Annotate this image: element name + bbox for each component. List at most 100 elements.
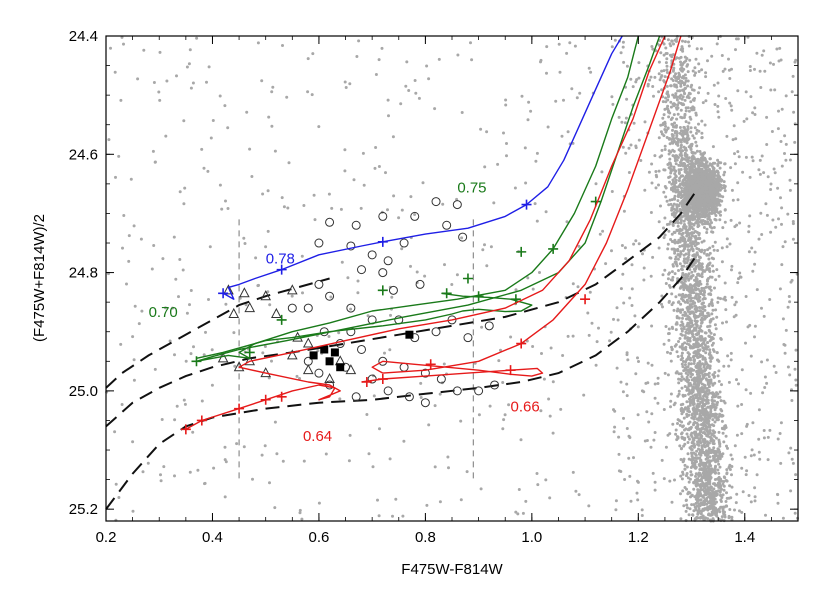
field-star-point [717, 450, 721, 454]
field-star-point [182, 119, 186, 123]
field-star-point [689, 144, 693, 148]
field-star-point [712, 493, 716, 497]
field-star-point [702, 451, 706, 455]
field-star-point [268, 303, 272, 307]
field-star-point [560, 134, 564, 138]
field-star-point [699, 436, 703, 440]
field-star-point [695, 144, 699, 148]
field-star-point [683, 132, 687, 136]
field-star-point [174, 277, 178, 281]
field-star-point [702, 164, 706, 168]
field-star-point [640, 514, 644, 517]
field-star-point [545, 45, 549, 49]
field-star-point [679, 492, 682, 496]
field-star-point [687, 331, 690, 335]
field-star-point [129, 177, 133, 181]
field-star-point [565, 51, 569, 55]
field-star-point [726, 354, 730, 358]
field-star-point [587, 66, 591, 70]
field-star-point [666, 277, 670, 281]
field-star-point [419, 396, 423, 399]
field-star-point [665, 68, 669, 72]
field-star-point [777, 217, 780, 221]
field-star-point [731, 138, 735, 142]
field-star-point [707, 216, 711, 220]
field-star-point [708, 477, 712, 481]
field-star-point [687, 384, 691, 388]
field-star-point [671, 134, 675, 138]
field-star-point [712, 446, 716, 450]
field-star-point [690, 201, 694, 205]
field-star-point [706, 444, 710, 448]
field-star-point [691, 440, 695, 443]
field-star-point [721, 226, 725, 230]
field-star-point [788, 158, 792, 162]
field-star-point [757, 450, 761, 454]
field-star-point [623, 478, 627, 481]
field-star-point [477, 413, 481, 417]
field-star-point [664, 100, 668, 104]
field-star-point [774, 371, 778, 374]
field-star-point [723, 189, 727, 193]
field-star-point [681, 183, 685, 186]
field-star-point [643, 188, 647, 192]
field-star-point [705, 366, 709, 369]
field-star-point [790, 457, 794, 461]
field-star-point [686, 70, 690, 74]
field-star-point [671, 224, 675, 227]
field-star-point [676, 253, 680, 257]
field-star-point [669, 392, 673, 396]
field-star-point [207, 298, 210, 301]
field-star-point [695, 308, 699, 312]
field-star-point [159, 473, 162, 477]
field-star-point [151, 149, 155, 153]
field-star-point [666, 247, 670, 251]
field-star-point [683, 467, 687, 471]
field-star-point [783, 240, 787, 244]
field-star-point [670, 303, 674, 307]
field-star-point [695, 149, 699, 153]
field-star-point [310, 93, 314, 97]
field-star-point [442, 362, 446, 366]
field-star-point [690, 296, 694, 300]
field-star-point [683, 190, 687, 193]
field-star-point [705, 507, 709, 511]
open-circle-point [415, 279, 425, 289]
field-star-point [672, 230, 676, 234]
field-star-point [741, 490, 745, 494]
field-star-point [703, 500, 707, 504]
field-star-point [714, 436, 718, 440]
field-star-point [676, 418, 680, 422]
field-star-point [709, 288, 713, 292]
field-star-point [625, 394, 629, 398]
field-star-point [699, 410, 703, 414]
field-star-point [668, 271, 671, 275]
field-star-point [678, 423, 682, 427]
field-star-point [679, 196, 683, 200]
field-star-point [702, 463, 706, 467]
field-star-point [715, 42, 719, 46]
field-star-point [704, 482, 708, 486]
field-star-point [790, 399, 794, 402]
field-star-point [636, 356, 639, 360]
field-star-point [699, 338, 703, 342]
field-star-point [700, 461, 704, 465]
field-star-point [679, 140, 683, 144]
field-star-point [640, 508, 644, 512]
field-star-point [647, 420, 651, 424]
field-star-point [690, 210, 693, 214]
field-star-point [620, 244, 624, 247]
field-star-point [708, 513, 712, 516]
field-star-point [694, 478, 698, 482]
field-star-point [783, 343, 787, 347]
field-star-point [371, 465, 375, 469]
field-star-point [696, 389, 700, 393]
field-star-point [794, 348, 798, 352]
field-star-point [637, 138, 641, 142]
field-star-point [706, 456, 710, 460]
field-star-point [759, 86, 763, 89]
field-star-point [724, 308, 728, 312]
field-star-point [736, 181, 740, 185]
field-star-point [700, 136, 704, 139]
field-star-point [682, 377, 686, 381]
